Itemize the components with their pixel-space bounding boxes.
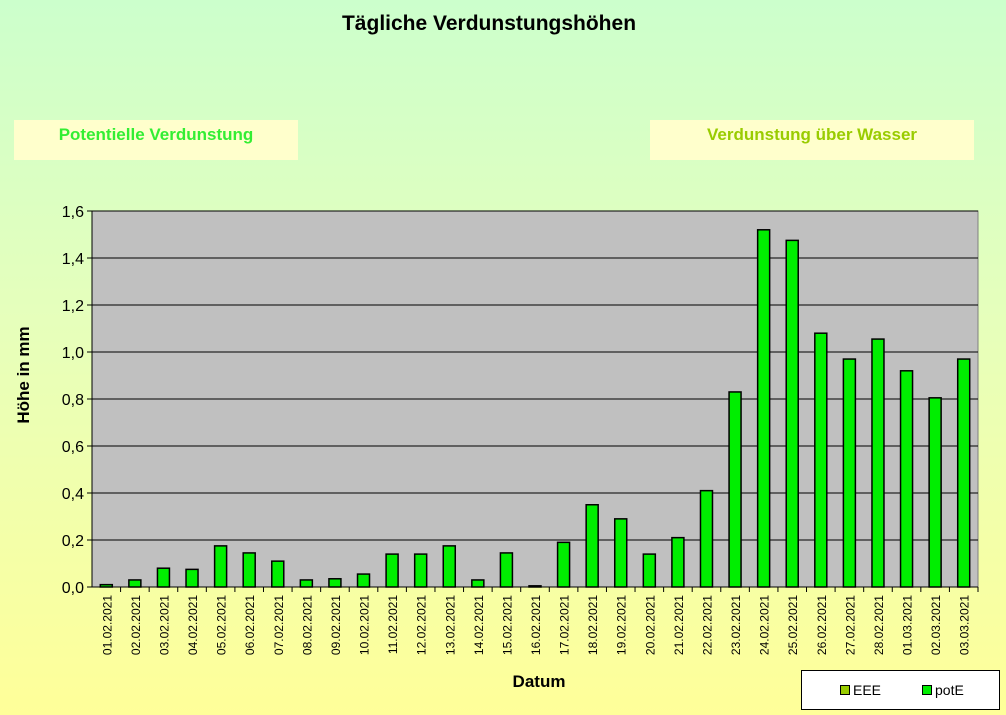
x-tick-label: 17.02.2021 (558, 595, 572, 655)
bar-pote (842, 358, 857, 588)
y-axis-label: Höhe in mm (14, 326, 33, 423)
legend-swatch-eee (840, 685, 850, 695)
bar-pote (756, 229, 771, 588)
potential-evaporation-box: Potentielle Verdunstung (14, 120, 298, 160)
y-tick-label: 0,8 (62, 392, 84, 409)
chart-title: Tägliche Verdunstungshöhen (341, 12, 637, 35)
x-tick-label: 11.02.2021 (386, 595, 400, 654)
x-tick-label: 08.02.2021 (300, 595, 314, 655)
bar-pote (899, 370, 914, 588)
bar-pote (442, 545, 457, 588)
x-tick-label: 07.02.2021 (272, 595, 286, 655)
bar-pote (585, 504, 599, 588)
x-axis-label: Datum (513, 672, 566, 691)
y-tick-label: 0,0 (62, 580, 84, 597)
legend-label-pote: potE (935, 682, 964, 698)
y-tick-label: 1,4 (62, 251, 84, 268)
bar-pote (928, 397, 942, 588)
x-tick-label: 18.02.2021 (586, 595, 600, 655)
bar-pote (956, 358, 971, 588)
x-tick-label: 16.02.2021 (529, 595, 543, 655)
x-tick-label: 20.02.2021 (643, 595, 657, 655)
y-tick-label: 0,2 (62, 533, 84, 550)
bar-pote (385, 553, 399, 588)
bar-pote (871, 338, 885, 588)
bar-pote (499, 552, 514, 588)
bar-pote (242, 552, 256, 588)
x-tick-label: 24.02.2021 (758, 595, 772, 655)
x-tick-label: 21.02.2021 (672, 595, 686, 655)
x-tick-label: 14.02.2021 (472, 595, 486, 655)
legend-label-eee: EEE (853, 682, 882, 698)
bar-pote (528, 585, 542, 588)
bar-pote (728, 391, 742, 588)
bar-pote (814, 332, 828, 588)
x-tick-label: 27.02.2021 (843, 595, 857, 655)
bar-pote (99, 583, 114, 588)
bar-pote (156, 567, 171, 588)
y-tick-label: 0,4 (62, 486, 84, 503)
legend: EEE potE (801, 670, 1000, 710)
bar-pote (356, 573, 371, 588)
bar-pote (785, 239, 799, 588)
x-tick-label: 10.02.2021 (358, 595, 372, 655)
bar-pote (642, 553, 657, 588)
x-tick-label: 02.03.2021 (929, 595, 943, 655)
x-tick-label: 26.02.2021 (815, 595, 829, 655)
y-tick-label: 1,2 (62, 298, 84, 315)
x-tick-label: 09.02.2021 (329, 595, 343, 655)
x-tick-label: 03.02.2021 (157, 595, 171, 655)
x-tick-label: 28.02.2021 (872, 595, 886, 655)
x-tick-label: 04.02.2021 (186, 595, 200, 655)
legend-item-eee: EEE (840, 682, 881, 698)
x-tick-label: 05.02.2021 (215, 595, 229, 655)
x-tick-label: 25.02.2021 (786, 595, 800, 655)
x-tick-label: 02.02.2021 (129, 595, 143, 655)
legend-swatch-pote (922, 685, 932, 695)
x-tick-label: 19.02.2021 (615, 595, 629, 655)
y-tick-label: 1,0 (62, 345, 84, 362)
x-tick-label: 22.02.2021 (700, 595, 714, 655)
bar-pote (471, 579, 485, 588)
x-tick-label: 23.02.2021 (729, 595, 743, 655)
legend-item-pote: potE (922, 682, 964, 698)
bar-pote (671, 536, 685, 588)
x-tick-label: 01.02.2021 (100, 595, 114, 655)
water-evaporation-box: Verdunstung über Wasser (650, 120, 974, 160)
bar-pote (613, 518, 628, 588)
bar-pote (128, 579, 142, 588)
bar-pote (328, 578, 342, 588)
y-tick-label: 1,6 (62, 204, 84, 221)
bar-pote (556, 541, 571, 588)
x-tick-label: 12.02.2021 (415, 595, 429, 655)
x-tick-label: 15.02.2021 (500, 595, 514, 655)
x-tick-label: 06.02.2021 (243, 595, 257, 655)
bar-pote (213, 545, 228, 588)
y-tick-label: 0,6 (62, 439, 84, 456)
bar-pote (299, 579, 314, 588)
bar-pote (271, 560, 285, 588)
x-tick-label: 13.02.2021 (443, 595, 457, 655)
bar-pote (699, 489, 714, 588)
bar-pote (413, 553, 428, 588)
x-tick-label: 01.03.2021 (901, 595, 915, 655)
x-tick-label: 03.03.2021 (958, 595, 972, 655)
bar-pote (185, 568, 199, 588)
